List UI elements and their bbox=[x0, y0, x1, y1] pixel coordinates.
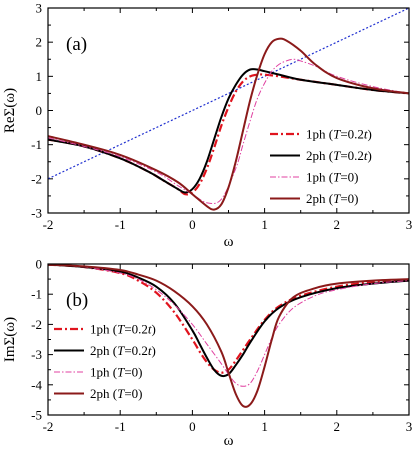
panel-label: (a) bbox=[66, 34, 87, 55]
y-tick-label: 1 bbox=[36, 69, 43, 84]
series-line-4 bbox=[48, 37, 409, 211]
x-tick-label: 2 bbox=[334, 217, 341, 232]
y-axis-label: ReΣ(ω) bbox=[2, 88, 18, 133]
x-tick-label: -1 bbox=[115, 419, 126, 434]
series-line-4 bbox=[48, 264, 409, 408]
legend: 1ph (T=0.2t) 2ph (T=0.2t) 1ph (T=0) 2ph (T=… bbox=[54, 322, 156, 401]
legend-entry-label: 2ph (T=0) bbox=[306, 191, 359, 206]
legend-entry-label: 1ph (T=0.2t) bbox=[306, 127, 372, 142]
x-axis-label: ω bbox=[224, 234, 234, 250]
x-tick-label: 2 bbox=[334, 419, 341, 434]
legend-entry-label: 2ph (T=0) bbox=[90, 386, 143, 401]
y-axis-label: ImΣ(ω) bbox=[2, 317, 18, 362]
series-line-2 bbox=[48, 68, 409, 194]
y-tick-label: -2 bbox=[31, 317, 42, 332]
y-tick-label: -1 bbox=[31, 137, 42, 152]
y-tick-label: -5 bbox=[31, 408, 42, 423]
x-tick-label: 1 bbox=[261, 419, 268, 434]
reference-line bbox=[48, 8, 409, 180]
y-tick-label: 2 bbox=[36, 35, 43, 50]
x-tick-label: -1 bbox=[115, 217, 126, 232]
y-tick-label: -2 bbox=[31, 171, 42, 186]
x-tick-label: 3 bbox=[406, 217, 413, 232]
x-tick-label: 3 bbox=[406, 419, 413, 434]
plot-frame bbox=[47, 7, 410, 214]
x-tick-label: -2 bbox=[43, 217, 54, 232]
legend-entry-label: 2ph (T=0.2t) bbox=[306, 148, 372, 163]
legend-entry-label: 2ph (T=0.2t) bbox=[90, 343, 156, 358]
y-tick-label: -1 bbox=[31, 287, 42, 302]
legend-entry-label: 1ph (T=0) bbox=[90, 365, 143, 380]
x-tick-label: 0 bbox=[189, 419, 196, 434]
legend-entry-label: 1ph (T=0.2t) bbox=[90, 322, 156, 337]
x-tick-label: 0 bbox=[189, 217, 196, 232]
legend-entry-label: 1ph (T=0) bbox=[306, 170, 359, 185]
y-tick-label: 0 bbox=[36, 103, 43, 118]
panel-label: (b) bbox=[66, 290, 88, 311]
y-tick-label: -3 bbox=[31, 206, 42, 221]
plot-frame bbox=[47, 263, 410, 416]
legend: 1ph (T=0.2t) 2ph (T=0.2t) 1ph (T=0) 2ph (T=… bbox=[270, 127, 372, 206]
x-tick-label: -2 bbox=[43, 419, 54, 434]
y-tick-label: 0 bbox=[36, 257, 43, 272]
y-tick-label: -4 bbox=[31, 377, 42, 392]
y-tick-label: -3 bbox=[31, 347, 42, 362]
x-tick-label: 1 bbox=[261, 217, 268, 232]
series-line-3 bbox=[48, 58, 409, 205]
x-axis-label: ω bbox=[224, 433, 234, 449]
y-tick-label: 3 bbox=[36, 1, 43, 16]
series-line-2 bbox=[48, 264, 409, 378]
